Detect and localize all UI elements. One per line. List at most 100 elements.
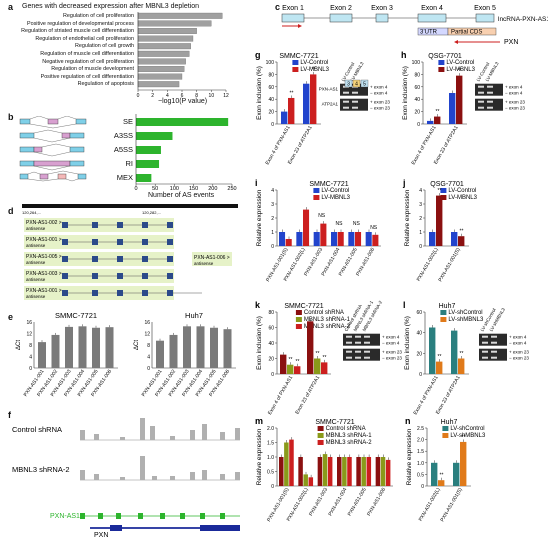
y-tick-label: 60 bbox=[268, 85, 274, 91]
dct-bar bbox=[223, 329, 232, 368]
exon-label: Exon 3 bbox=[371, 5, 393, 12]
coverage-peak bbox=[80, 430, 85, 440]
transcript-exon bbox=[117, 290, 123, 296]
transcript-exon bbox=[92, 273, 98, 279]
y-tick-label: 40 bbox=[268, 97, 274, 103]
data-bar bbox=[331, 232, 338, 246]
panel-d-label: d bbox=[8, 206, 14, 216]
category-label: PXN-AS1-005 bbox=[347, 487, 368, 517]
coverage-peak bbox=[190, 472, 195, 480]
y-axis-label: Relative expression bbox=[404, 189, 411, 246]
category-label: Exon 4 of PXN-AS1 bbox=[267, 375, 294, 416]
transcript-name: PXN-AS1-001 > bbox=[26, 237, 62, 243]
panel-c-label: c bbox=[275, 2, 281, 12]
gel-band bbox=[364, 341, 370, 344]
dct-bar bbox=[183, 326, 191, 368]
panel-b-xlabel: Number of AS events bbox=[148, 192, 215, 199]
coverage-peak bbox=[220, 432, 225, 440]
category-label: Exon 23 of ATP2A1 bbox=[294, 375, 321, 416]
gel-marker: − exon 23 bbox=[505, 106, 525, 111]
go-term-label: Regulation of cell proliferation bbox=[62, 13, 134, 19]
gel-band bbox=[482, 341, 488, 344]
transcript-exon bbox=[142, 222, 148, 228]
gel-band bbox=[343, 106, 349, 109]
legend-label: LV-Control bbox=[321, 188, 349, 194]
panel-title: SMMC-7721 bbox=[315, 419, 354, 426]
transcript-exon bbox=[92, 256, 98, 262]
coverage-peak bbox=[140, 456, 145, 480]
y-tick-label: 100 bbox=[412, 60, 421, 66]
go-bar bbox=[137, 28, 197, 34]
data-bar bbox=[436, 361, 443, 374]
transcript-sub: antisense bbox=[26, 277, 46, 282]
e-chart-title: Huh7 bbox=[185, 312, 203, 320]
panel-title: QSG-7701 bbox=[430, 181, 464, 188]
y-tick-label: 80 bbox=[414, 72, 420, 78]
y-tick-label: 1 bbox=[419, 230, 422, 236]
dct-bar bbox=[38, 342, 46, 368]
y-axis-label: Exon inclusion (%) bbox=[402, 66, 409, 120]
significance-mark: ** bbox=[460, 229, 464, 235]
y-tick-label: 0 bbox=[271, 244, 274, 250]
pxn-as1-exon bbox=[98, 513, 103, 519]
panel-label: j bbox=[402, 178, 406, 188]
legend-label: LV-shMBNL3 bbox=[450, 433, 486, 439]
category-label: PXN-AS1-004 bbox=[327, 487, 348, 517]
go-term-label: Regulation of muscle development bbox=[51, 66, 134, 73]
legend-label: LV-MBNL3 bbox=[300, 67, 329, 73]
panel-b-schematics bbox=[19, 116, 87, 182]
y-tick-label: 0 bbox=[271, 372, 274, 378]
category-label: PXN-AS1-002(L) bbox=[286, 487, 310, 523]
pxn-as1-exon bbox=[160, 513, 165, 519]
exon-box bbox=[417, 13, 447, 23]
data-bar bbox=[380, 457, 386, 486]
y-tick-label: 3 bbox=[419, 202, 422, 208]
as-event-label: A5SS bbox=[113, 145, 133, 154]
gel-band bbox=[352, 91, 358, 94]
pxn-as1-exon bbox=[80, 513, 85, 519]
data-bar bbox=[385, 459, 391, 486]
e-ylabel: ΔCt bbox=[134, 340, 140, 350]
a-tick-label: 6 bbox=[181, 93, 184, 97]
transcript-exon bbox=[92, 239, 98, 245]
go-term-label: Positive regulation of developmental pro… bbox=[27, 20, 134, 27]
b-tick-label: 200 bbox=[208, 186, 217, 190]
data-bar bbox=[355, 232, 362, 246]
y-tick-label: 0 bbox=[417, 122, 420, 128]
data-bar bbox=[289, 439, 294, 486]
legend-swatch bbox=[295, 324, 302, 329]
data-bar bbox=[320, 223, 327, 246]
d-coord: 120,264,... bbox=[22, 210, 41, 215]
coverage-peak bbox=[120, 477, 125, 480]
transcript-exon bbox=[117, 273, 123, 279]
b-tick-label: 100 bbox=[170, 186, 179, 190]
data-bar bbox=[284, 442, 289, 486]
b-tick-label: 50 bbox=[152, 186, 158, 190]
legend-swatch bbox=[442, 426, 449, 431]
y-tick-label: 0 bbox=[419, 244, 422, 250]
go-bar bbox=[137, 20, 212, 27]
y-tick-label: 2.0 bbox=[417, 438, 424, 444]
legend-swatch bbox=[313, 188, 320, 193]
gel-band bbox=[487, 106, 493, 109]
gel-band bbox=[346, 335, 352, 338]
as-event-bar bbox=[136, 132, 173, 140]
gel-marker: − exon 23 bbox=[370, 106, 390, 111]
lncrna-label: lncRNA-PXN-AS1 bbox=[498, 16, 548, 23]
gel-band bbox=[478, 91, 484, 94]
significance-mark: ** bbox=[312, 67, 316, 73]
gel-band bbox=[478, 100, 484, 103]
gel-blot bbox=[479, 333, 507, 346]
panel-label: k bbox=[255, 300, 261, 310]
go-term-label: Regulation of cell growth bbox=[74, 43, 134, 50]
e-tick-label: 16 bbox=[144, 320, 150, 326]
gel-band bbox=[364, 350, 370, 353]
as-event-bar bbox=[136, 174, 152, 182]
gel-marker: − exon 23 bbox=[509, 356, 529, 361]
y-tick-label: 80 bbox=[268, 72, 274, 78]
exon-mini-box bbox=[352, 79, 361, 88]
panel-b-chart: 0 50 100 150 200 250 bbox=[134, 114, 237, 190]
data-bar bbox=[456, 75, 463, 124]
exon-label: Exon 1 bbox=[282, 5, 304, 12]
legend-swatch bbox=[440, 317, 447, 322]
